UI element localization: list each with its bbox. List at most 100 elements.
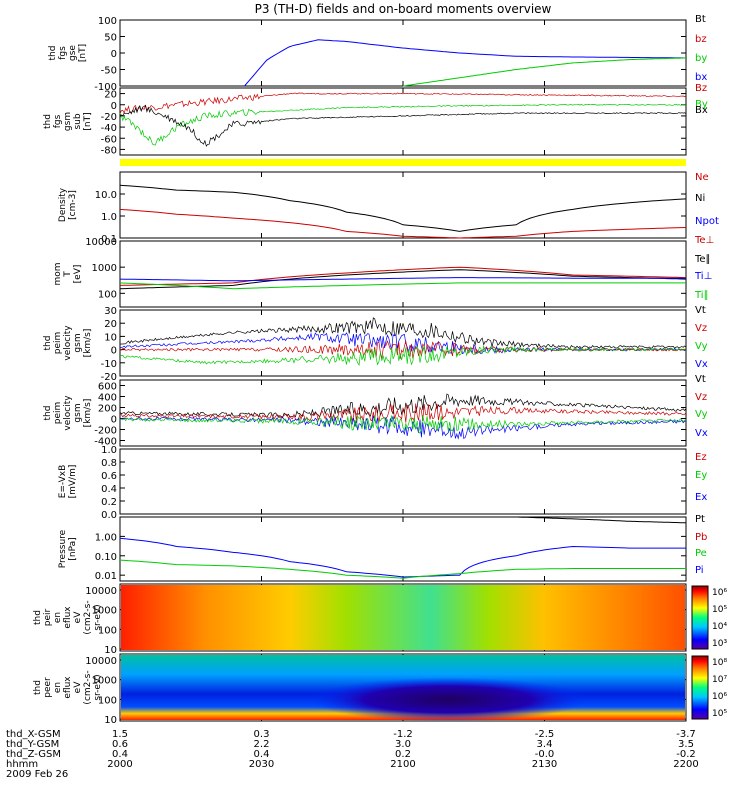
legend-Vt: Vt — [695, 374, 706, 385]
spec-elec-core — [308, 677, 589, 722]
y-tick-label: 0.6 — [101, 471, 117, 482]
y-axis-label-line: eV — [73, 681, 83, 694]
y-axis-label: thd fgs gsm sub [nT] — [43, 112, 93, 131]
legend-Npot: Npot — [695, 216, 719, 227]
orbit-value: -0.0 — [535, 749, 555, 760]
legend-Bz: Bz — [695, 83, 707, 94]
y-axis-label: E=-VxB [mV/m] — [58, 465, 78, 499]
legend-Vy: Vy — [695, 409, 708, 420]
y-tick-label: -200 — [94, 426, 117, 437]
y-tick-label: -20 — [101, 372, 117, 383]
orbit-value: 0.2 — [395, 749, 411, 760]
orbit-value: 3.0 — [395, 739, 411, 750]
y-axis-label-line: gse — [68, 45, 78, 61]
y-axis-label: Density [cm-3] — [58, 187, 78, 222]
y-axis-label-line: eflux — [63, 676, 73, 699]
legend-Ni: Ni — [695, 193, 705, 204]
series-Ni — [119, 184, 687, 232]
orbit-value: 2.2 — [254, 739, 270, 750]
y-tick-label: 10000 — [85, 586, 117, 597]
y-axis-label-line: (cm2-s- — [83, 670, 93, 704]
y-tick-label: 0.0 — [101, 510, 117, 521]
legend-bx: bx — [695, 72, 707, 83]
orbit-value: -1.2 — [393, 729, 413, 740]
y-tick-label: -60 — [101, 134, 117, 145]
y-axis-label-line: fgs — [58, 46, 68, 60]
spec_elec-colorbar-tick: 10⁸ — [712, 658, 727, 668]
series-Bx — [119, 104, 687, 147]
y-tick-label: -400 — [94, 437, 117, 448]
legend-Pb: Pb — [695, 532, 707, 543]
orbit-value: 2130 — [532, 759, 557, 770]
spec_elec-colorbar — [691, 655, 709, 720]
spec_ion-colorbar-tick: 10³ — [712, 639, 727, 649]
legend-Vy: Vy — [695, 341, 708, 352]
y-axis-label-line: eV — [73, 611, 83, 624]
y-axis-label-line: E=-VxB — [58, 465, 68, 499]
orbit-value: 2200 — [673, 759, 698, 770]
y-axis-label-line: fgs — [53, 114, 63, 128]
y-axis-label-line: en — [53, 612, 63, 623]
y-axis-label-line: [km/s] — [83, 399, 93, 428]
spec_ion-colorbar-tick: 10⁴ — [712, 622, 727, 632]
y-axis-label-line: [mV/m] — [68, 465, 78, 499]
legend-Ey: Ey — [695, 470, 707, 481]
series-Vt — [119, 317, 687, 349]
orbit-row-label: thd_X-GSM — [6, 729, 61, 740]
y-tick-label: 30 — [104, 306, 117, 317]
legend-Vz: Vz — [695, 392, 707, 403]
spec_ion-fill — [121, 585, 685, 650]
series-Vx — [119, 332, 687, 355]
legend-Te∥: Te∥ — [694, 254, 711, 265]
y-tick-label: 20 — [104, 319, 117, 330]
y-tick-label: -100 — [94, 82, 117, 93]
legend-Pi: Pi — [695, 565, 704, 576]
y-tick-label: 600 — [98, 382, 117, 393]
y-axis-label-line: [km/s] — [83, 329, 93, 358]
panel-frame — [119, 309, 687, 377]
y-axis-label-line: (cm2-s- — [83, 600, 93, 634]
y-axis-label-line: [nT] — [78, 44, 88, 62]
y-axis-label-line: velocity — [63, 325, 73, 361]
legend-Vx: Vx — [695, 428, 708, 439]
y-axis-label-line: [cm-3] — [68, 190, 78, 220]
y-tick-label: 0.2 — [101, 497, 117, 508]
legend-Ti⊥: Ti⊥ — [694, 271, 712, 282]
y-tick-label: 10000 — [85, 237, 117, 248]
y-axis-label: thd peim velocity gsm [km/s] — [43, 325, 93, 361]
series-Pi — [119, 537, 686, 578]
y-tick-label: 10000 — [85, 656, 117, 667]
y-tick-label: 10 — [104, 332, 117, 343]
y-axis-label-line: thd — [48, 46, 58, 61]
legend-Ez: Ez — [695, 452, 707, 463]
y-tick-label: 20 — [104, 90, 117, 101]
y-axis-label-line: velocity — [63, 395, 73, 431]
y-axis-label-line: eflux — [63, 606, 73, 629]
y-axis-label-line: Density — [58, 187, 68, 222]
series-Pe — [119, 559, 686, 579]
y-axis-label-line: [eV] — [73, 265, 83, 284]
y-tick-label: 10 — [104, 645, 117, 656]
series-bx — [244, 39, 687, 87]
y-tick-label: 100 — [98, 695, 117, 706]
legend-Vz: Vz — [695, 323, 707, 334]
y-axis-label: thd peim velocity gsm [km/s] — [43, 395, 93, 431]
series-Bz — [119, 92, 687, 114]
y-tick-label: 1000 — [92, 263, 117, 274]
y-axis-label-line: [nPa] — [68, 537, 78, 560]
panel-pressure: 1.00 0.10 0.01 Pressure [nPa] Pt Pb Pe Pi — [58, 514, 707, 582]
y-axis-label-line: mom — [53, 262, 63, 285]
y-tick-label: 0 — [111, 101, 117, 112]
orbit-value: 3.5 — [678, 739, 694, 750]
orbit-value: 2000 — [107, 759, 132, 770]
y-axis-label-line: peir — [43, 608, 53, 626]
panel-efield: 1.0 0.8 0.6 0.4 0.2 0.0 E=-VxB [mV/m] Ez Ey Ex — [58, 445, 707, 521]
orbit-value: 0.3 — [254, 729, 270, 740]
series-by — [402, 57, 686, 87]
panel-frame — [119, 87, 687, 156]
series-Vy — [119, 415, 687, 434]
y-tick-label: 1.0 — [101, 445, 117, 456]
y-tick-label: 100 — [98, 289, 117, 300]
spec_elec-colorbar-tick: 10⁵ — [712, 709, 727, 719]
